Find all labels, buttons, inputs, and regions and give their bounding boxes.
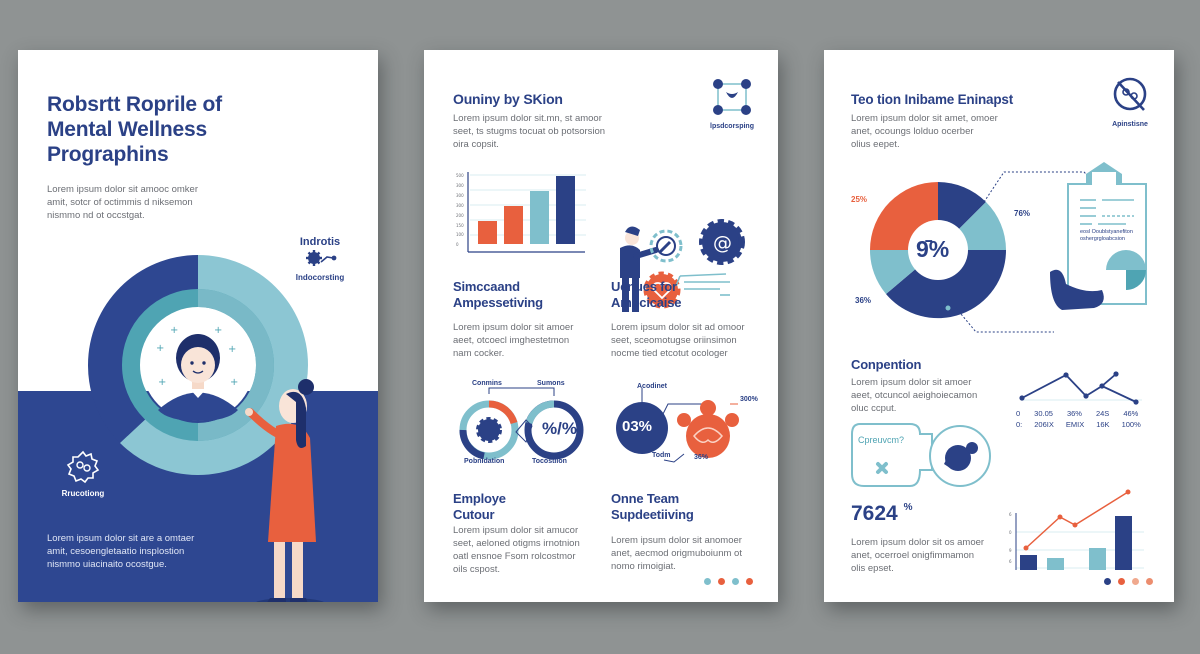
section3-title: Employe Cutour: [453, 491, 506, 522]
page3-intro: Lorem ipsum dolor sit amet, omoer anet, …: [851, 113, 998, 150]
svg-text:300: 300: [456, 193, 464, 198]
recovery-block: Rrucotiong: [56, 450, 110, 498]
section-title: Conpention: [851, 357, 922, 372]
svg-text:0: 0: [456, 242, 459, 247]
section4-title: Onne Team Supdeetiiving: [611, 491, 694, 522]
svg-text:@: @: [713, 232, 732, 254]
svg-text:+: +: [156, 343, 164, 354]
svg-text:500: 500: [456, 173, 464, 178]
pager-dot[interactable]: [1104, 578, 1111, 585]
section4-body: Lorem ipsum dolor sit anomoer anet, aecm…: [611, 535, 742, 572]
donut-label: 25%: [851, 195, 868, 204]
twin-ring-diagram: [459, 387, 584, 460]
ring-label: Tocostlion: [532, 458, 567, 465]
heart-gear-icon: [643, 271, 681, 309]
page1-title: Robsrtt Roprile of Mental Wellness Progr…: [47, 93, 222, 166]
pager-dot[interactable]: [746, 578, 753, 585]
pager-dot[interactable]: [718, 578, 725, 585]
donut-label: 76%: [1014, 209, 1031, 218]
pager-dot[interactable]: [1132, 578, 1139, 585]
ring-label: Pobnidation: [464, 458, 505, 465]
gear-link-icon: [306, 250, 337, 266]
svg-text:0: 0: [1009, 530, 1012, 535]
stat-body: Lorem ipsum dolor sit os amoer anet, oce…: [851, 537, 985, 574]
donut-chart: [869, 182, 1007, 319]
svg-text:200: 200: [456, 213, 464, 218]
document-text: eosl Ooublstyanefiton oshergrgloabcsion: [1080, 229, 1133, 242]
brochure-page-1: Robsrtt Roprile of Mental Wellness Progr…: [18, 50, 378, 602]
donut-center-value: 9̄%: [916, 236, 950, 262]
network-block: lpsdcorsping: [702, 78, 762, 130]
svg-text:300: 300: [456, 183, 464, 188]
pager-dot[interactable]: [1146, 578, 1153, 585]
line-chart-table: 0 30.05 36% 24S 46% 0: 206IX EMIX 16K 10…: [1016, 409, 1141, 429]
pager-dot[interactable]: [1118, 578, 1125, 585]
line-chart: [1019, 371, 1142, 405]
page2-intro: Lorem ipsum dolor sit.mn, st amoor seet,…: [453, 113, 606, 150]
pager-dot[interactable]: [732, 578, 739, 585]
ring-value: %/%: [542, 419, 577, 438]
section2-title: Uenues for Ampcicaise: [611, 279, 682, 310]
svg-text:+: +: [170, 325, 178, 336]
section1-title: Simccaand Ampessetiving: [453, 279, 543, 310]
speech-bubble-label: Cpreuvcm?: [858, 435, 905, 445]
wrench-gear-icon: [649, 229, 683, 263]
section3-body: Lorem ipsum dolor sit amucor seet, aelon…: [453, 525, 580, 575]
no-virus-block: Apinstisne: [1100, 76, 1160, 128]
woman-figure: [245, 379, 324, 602]
svg-text:+: +: [158, 377, 166, 388]
bubble-label: Todm: [652, 452, 671, 459]
svg-text:+: +: [228, 344, 236, 355]
combo-bar-line-chart: 609 650: [1009, 489, 1144, 570]
svg-text:+: +: [214, 325, 222, 336]
ring-label: Conmins: [472, 380, 502, 387]
svg-text:150: 150: [456, 223, 464, 228]
page3-title: Teo tion Inibame Eninapst: [851, 92, 1014, 107]
section-body: Lorem ipsum dolor sit amoer aeet, otcunc…: [851, 377, 978, 414]
bubble-value: 03%: [622, 418, 653, 435]
pager-dots: [704, 578, 753, 585]
bar-chart-growth: 500 300 300 300 200 150 100 0: [456, 172, 586, 253]
page2-title: Ouniny by SKion: [453, 91, 563, 107]
pager-dot[interactable]: [704, 578, 711, 585]
team-bubble-diagram: [616, 388, 739, 463]
bubble-label: 300%: [740, 396, 758, 403]
at-gear-icon: @: [699, 219, 745, 265]
no-virus-icon: [1113, 77, 1147, 111]
pager-dots: [1104, 578, 1153, 585]
section1-body: Lorem ipsum dolor sit amoer aeet, otcoec…: [453, 322, 574, 359]
ring-label: Sumons: [537, 380, 565, 387]
svg-text:+: +: [230, 377, 238, 388]
indrotis-block: Indrotis Indocorsting: [295, 236, 345, 282]
page1-outro: Lorem ipsum dolor sit are a omtaer amit,…: [47, 533, 195, 570]
svg-text:9: 9: [1009, 548, 1012, 553]
svg-text:6: 6: [1009, 559, 1012, 564]
svg-text:6: 6: [1009, 512, 1012, 517]
svg-text:300: 300: [456, 203, 464, 208]
donut-label: 36%: [855, 296, 872, 305]
brochure-page-2: Ouniny by SKion Lorem ipsum dolor sit.mn…: [424, 50, 778, 602]
page1-intro: Lorem ipsum dolor sit amooc omker amit, …: [47, 184, 198, 221]
big-stat: 7624 %: [851, 502, 913, 525]
svg-text:100: 100: [456, 232, 464, 237]
speech-bubble-illustration: [851, 423, 991, 487]
man-gears-illustration: @: [620, 219, 745, 312]
report-document-illustration: [1050, 162, 1147, 310]
section2-body: Lorem ipsum dolor sit ad omoor seet, sce…: [611, 322, 745, 359]
network-nodes-icon: [713, 79, 751, 115]
avatar-person: [158, 334, 238, 421]
brochure-page-3: Teo tion Inibame Eninapst Lorem ipsum do…: [824, 50, 1174, 602]
bubble-label: Acodinet: [637, 383, 667, 390]
gear-people-icon: [66, 450, 100, 484]
bubble-label: 36%: [694, 454, 709, 461]
